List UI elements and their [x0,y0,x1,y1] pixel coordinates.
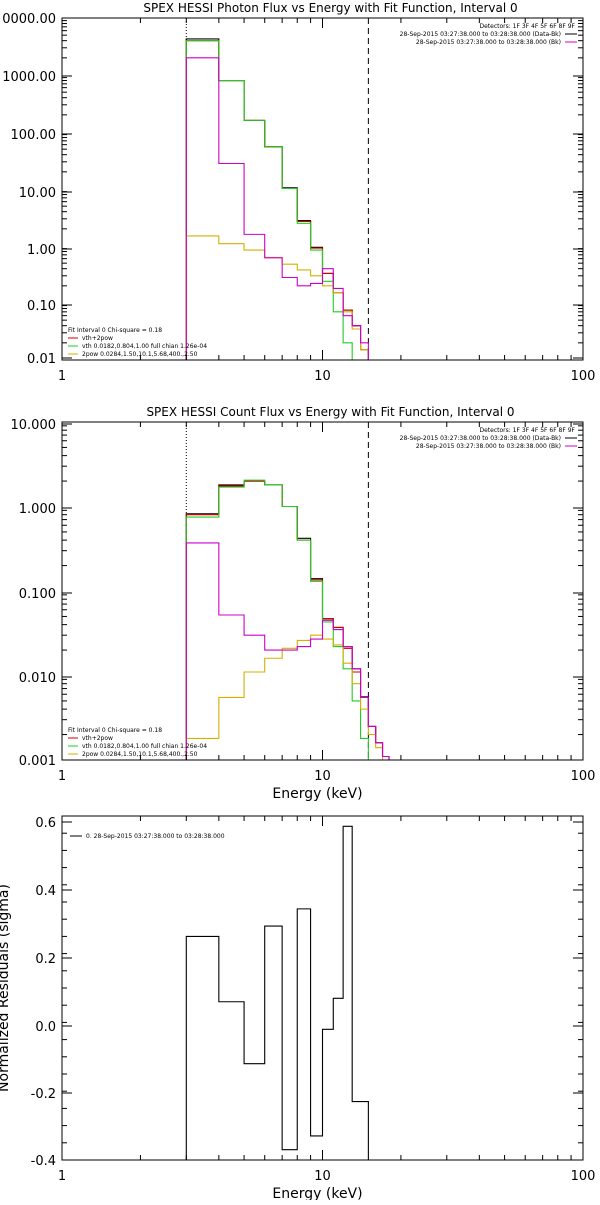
panel2-ytick-label: 0.010 [19,671,56,686]
panel2-series-1 [185,480,390,760]
panel2-legend-fit-title: Fit Interval 0 Chi-square = 0.18 [68,727,162,734]
panel3-series-1 [185,825,369,1160]
panel2-series-4 [185,634,389,760]
panel1-ytick-label: 0.10 [27,299,56,314]
panel2-legend-data-bk: 28-Sep-2015 03:27:38.000 to 03:28:38.000… [400,435,561,442]
panel3-xtick-label: 100 [571,1169,596,1184]
panel3-ytick-label: 0.2 [35,952,56,967]
panel1-legend-bk: 28-Sep-2015 03:27:38.000 to 03:28:38.000… [416,39,561,46]
panel1-series-2 [185,40,390,360]
panel1-legend-data-bk: 28-Sep-2015 03:27:38.000 to 03:28:38.000… [400,31,561,38]
panel2-legend-fit-label-2: vth 0.0182,0.804,1.00 full chian 1.26e-0… [82,743,207,750]
panel1-series-1 [185,38,390,360]
panel1-title: SPEX HESSI Photon Flux vs Energy with Fi… [143,1,517,15]
panel1-legend-fit-label-1: vth+2pow [82,335,113,342]
panel1-ytick-label: 1000.00 [2,70,56,85]
panel3-ytick-label: 0.6 [35,816,56,831]
panel2-ytick-label: 0.001 [19,754,56,769]
panel1-axes-frame [61,17,584,361]
panel1-ytick-label: 100.00 [11,128,57,143]
panel1-ytick-label: 0000.00 [2,12,56,27]
panel2-legend-detectors: Detectors: 1F 3F 4F 5F 6F 8F 9F [479,427,575,434]
panel3-ylabel: Normalized Residuals (sigma) [0,884,12,1092]
panel2-legend-bk: 28-Sep-2015 03:27:38.000 to 03:28:38.000… [416,443,561,450]
panel2-xtick-label: 10 [314,769,331,784]
panel2-xtick-label: 1 [58,769,66,784]
panel2-series-2 [185,480,390,760]
panel2-xlabel: Energy (keV) [272,786,362,802]
panel2-xtick-label: 100 [571,769,596,784]
panel1-xtick-label: 1 [58,369,66,384]
panel3-ytick-label: 0.4 [35,884,56,899]
panel1-legend-fit-label-3: 2pow 0.0284,1.50,10.1,5.68,400.,2.50 [82,351,198,358]
panel2-ytick-label: 0.100 [19,587,56,602]
panel2-series-5 [185,542,390,760]
panel2-ytick-label: 1.000 [19,502,56,517]
panel3-ytick-label: 0.0 [35,1020,56,1035]
panel1-xtick-label: 100 [571,369,596,384]
panel1-ytick-label: 10.00 [19,186,56,201]
panel3-xtick-label: 10 [314,1169,331,1184]
panel2-legend-fit-label-1: vth+2pow [82,735,113,742]
panel2-legend-fit-label-3: 2pow 0.0284,1.50,10.1,5.68,400.,2.50 [82,751,198,758]
panel1-ytick-label: 0.01 [27,352,56,367]
panel1-legend-detectors: Detectors: 1F 3F 4F 5F 6F 8F 9F [479,23,575,30]
panel2-title: SPEX HESSI Count Flux vs Energy with Fit… [146,405,514,419]
panel1-series-4 [185,235,390,360]
panel1-series-5 [185,57,390,360]
panel1-legend-fit-title: Fit Interval 0 Chi-square = 0.18 [68,327,162,334]
panel3-legend-label: 0. 28-Sep-2015 03:27:38.000 to 03:28:38.… [86,833,225,840]
panel3-xtick-label: 1 [58,1169,66,1184]
panel1-xtick-label: 10 [314,369,331,384]
panel3-xlabel: Energy (keV) [272,1186,362,1200]
panel3-ytick-label: -0.4 [31,1154,56,1169]
panel3-ytick-label: -0.2 [31,1087,56,1102]
panel1-ytick-label: 1.00 [27,243,56,258]
panel1-series-3 [185,40,390,360]
panel2-series-3 [185,479,390,760]
panel1-legend-fit-label-2: vth 0.0182,0.804,1.00 full chian 1.26e-0… [82,343,207,350]
panel2-ytick-label: 10.000 [11,418,57,433]
